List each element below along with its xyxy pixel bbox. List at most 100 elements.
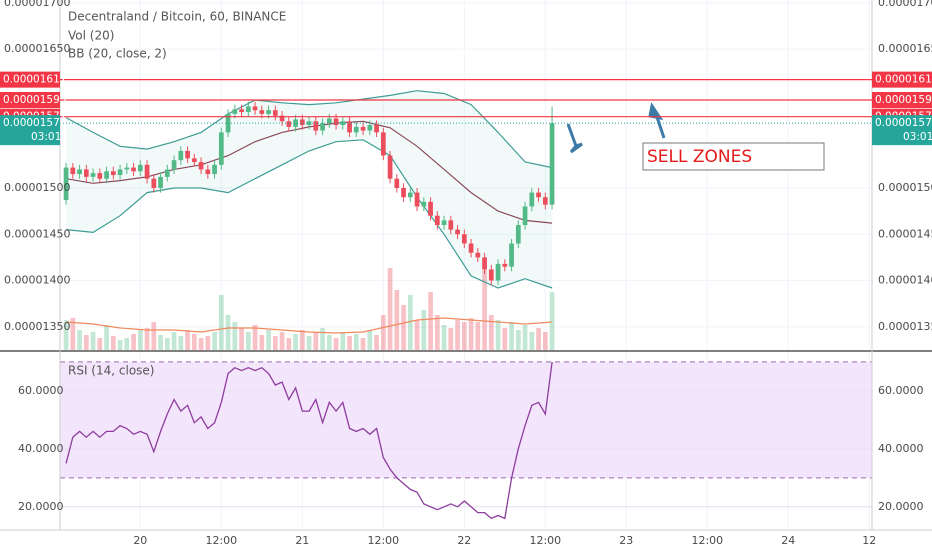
price-label: 0.00001617 (3, 74, 66, 86)
candle-body (428, 201, 433, 216)
price-label-box (872, 92, 932, 108)
candle-body (529, 192, 535, 207)
rsi-band (60, 361, 872, 478)
candle-body (549, 123, 555, 205)
volume-bar (245, 332, 251, 350)
volume-bar (198, 338, 204, 350)
volume-bar (313, 332, 319, 350)
candle-body (286, 121, 292, 127)
volume-bar (374, 335, 379, 350)
candle-body (131, 167, 136, 172)
volume-bar (428, 292, 433, 350)
candle-body (158, 176, 163, 188)
volume-bar (488, 315, 494, 350)
rsi-tick-label: 20.0000 (878, 500, 924, 513)
y-tick-label: 0.00001500 (4, 181, 70, 194)
volume-bar (333, 338, 339, 350)
candle-body (191, 158, 197, 163)
countdown-label: 03:01 (903, 131, 932, 143)
volume-bar (110, 336, 116, 350)
volume-bar (212, 332, 217, 350)
candle-body (374, 125, 379, 133)
x-tick-label: 22 (457, 534, 471, 547)
candle-body (266, 110, 271, 114)
volume-bar (259, 335, 265, 350)
x-tick-label: 12:00 (205, 534, 237, 547)
volume-bar (104, 325, 109, 350)
bb-fill (66, 90, 553, 288)
volume-bar (218, 295, 224, 350)
price-label: 0.00001617 (875, 74, 932, 86)
volume-bar (441, 325, 447, 350)
volume-bar (306, 336, 312, 350)
volume-bar (522, 325, 528, 350)
volume-bar (239, 328, 244, 350)
candle-body (272, 110, 278, 116)
volume-bar (299, 330, 305, 350)
candle-body (367, 125, 373, 131)
x-tick-label: 24 (781, 534, 795, 547)
volume-bar (293, 334, 298, 350)
candle-body (468, 243, 474, 253)
volume-bar (124, 338, 130, 350)
candle-body (542, 197, 548, 205)
volume-bar (205, 336, 211, 350)
candle-body (185, 150, 190, 159)
candle-body (279, 115, 285, 122)
candle-body (313, 121, 319, 131)
volume-bar (401, 305, 406, 350)
candle-body (353, 126, 359, 133)
price-label: 0.00001595 (3, 94, 66, 106)
volume-bar (279, 332, 285, 350)
y-tick-label: 0.00001400 (878, 274, 932, 287)
candle-body (239, 109, 244, 113)
rsi-line (65, 361, 553, 520)
candle-body (218, 132, 224, 165)
volume-bar (468, 318, 474, 350)
price-label-box (872, 71, 932, 88)
candle-body (232, 109, 238, 114)
volume-bar (90, 332, 96, 350)
candle-body (259, 110, 265, 114)
volume-bar (448, 328, 454, 350)
candle-body (495, 263, 501, 281)
volume-bar (137, 330, 143, 350)
candle-body (151, 178, 157, 188)
volume-bar (77, 330, 82, 350)
volume-bar (266, 330, 271, 350)
volume-bar (407, 295, 413, 350)
candle-body (347, 121, 352, 133)
candle-body (461, 234, 467, 244)
annotation-box (642, 142, 825, 171)
candle-body (252, 106, 258, 111)
rsi-tick-label: 20.0000 (18, 500, 64, 513)
y-tick-label: 0.00001350 (4, 320, 70, 333)
candle-body (293, 119, 298, 127)
volume-bar (97, 338, 103, 350)
candle-body (414, 192, 420, 207)
volume-bar (482, 270, 487, 350)
rsi-tick-label: 40.0000 (878, 442, 924, 455)
y-tick-label: 0.00001500 (878, 181, 932, 194)
volume-bar (191, 334, 197, 350)
candle-body (205, 169, 211, 175)
volume-bar (461, 322, 467, 350)
candle-body (299, 119, 305, 125)
candle-body (63, 167, 69, 200)
volume-bar (70, 318, 76, 350)
volume-bar (286, 338, 292, 350)
volume-bar (455, 320, 460, 350)
y-tick-label: 0.00001700 (878, 0, 932, 9)
volume-bar (185, 330, 190, 350)
candle-body (515, 225, 521, 244)
candle-body (326, 118, 332, 124)
volume-bar (347, 336, 352, 350)
candle-body (522, 206, 528, 225)
price-label-box (0, 92, 60, 108)
volume-bar (171, 332, 177, 350)
candle-body (137, 164, 143, 172)
volume-bar (529, 332, 535, 350)
volume-bar (387, 268, 393, 350)
x-tick-label: 12:00 (529, 534, 561, 547)
